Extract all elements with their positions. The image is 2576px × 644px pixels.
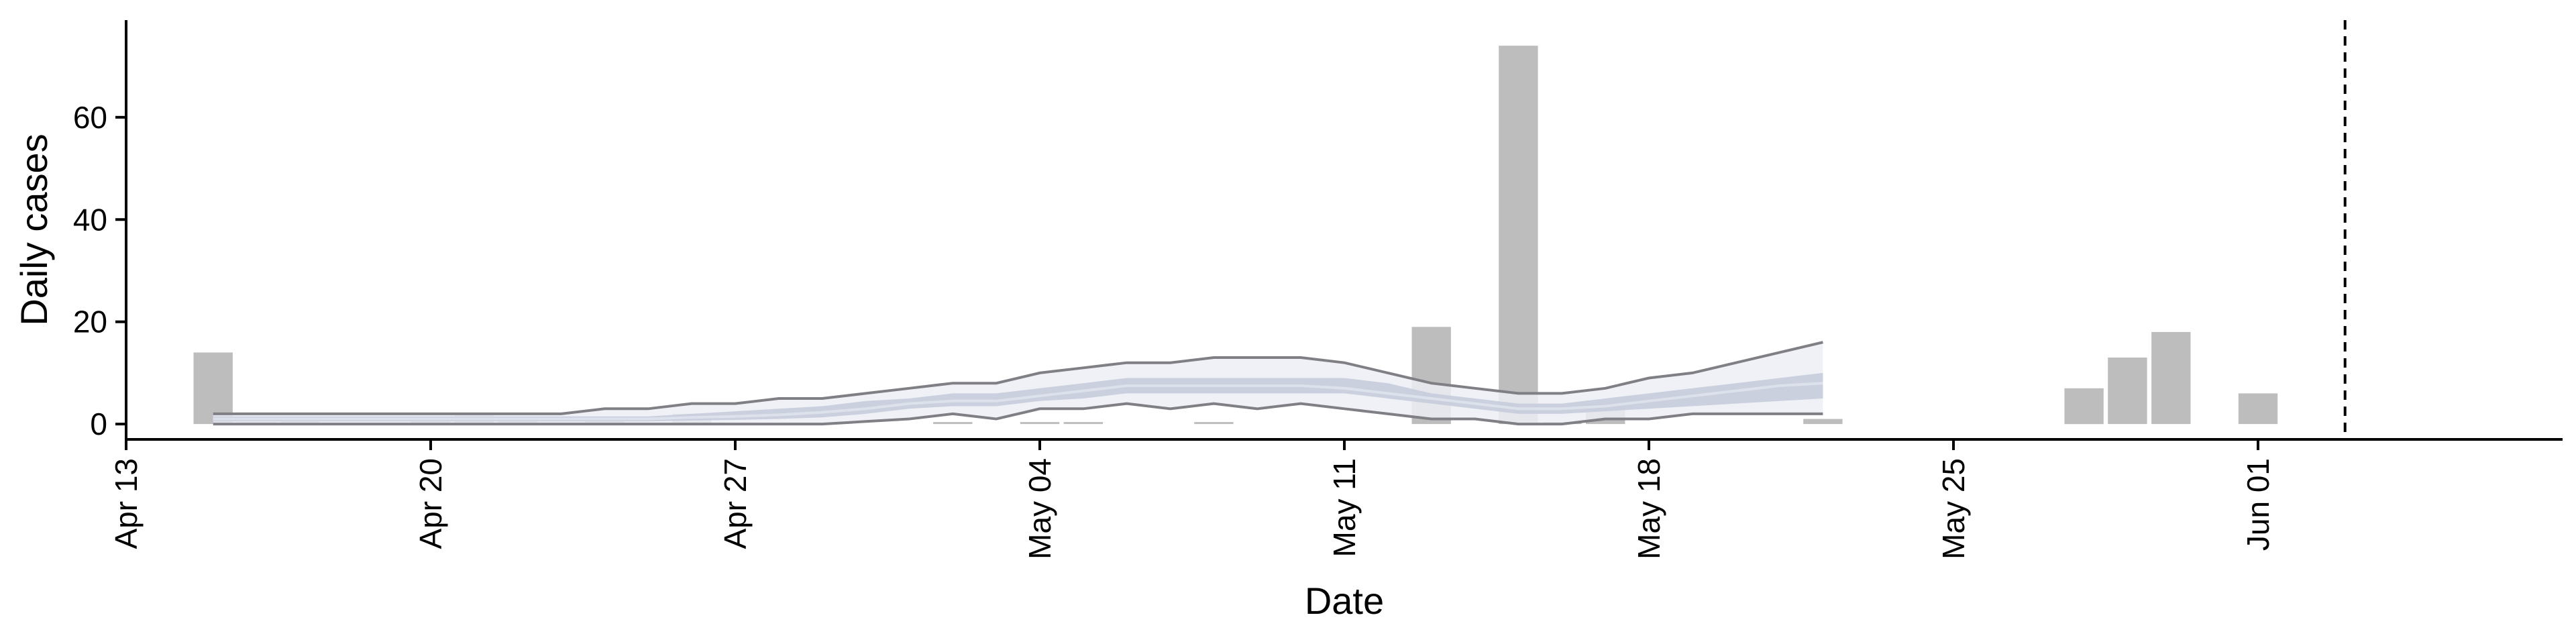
y-axis-ticks: 0 20 40 60 bbox=[73, 100, 126, 441]
x-tick-label: Apr 20 bbox=[413, 458, 448, 549]
case-bar bbox=[2238, 393, 2278, 425]
case-bar bbox=[193, 352, 233, 425]
x-tick-label: Jun 01 bbox=[2241, 458, 2275, 551]
y-tick-label: 60 bbox=[73, 100, 107, 135]
case-bar bbox=[2108, 358, 2147, 425]
case-bar bbox=[933, 422, 973, 425]
y-tick-label: 0 bbox=[90, 407, 107, 441]
x-tick-label: Apr 27 bbox=[718, 458, 753, 549]
upper-bound-line bbox=[213, 341, 1823, 415]
case-bar bbox=[2151, 331, 2191, 425]
case-bar bbox=[1194, 422, 1234, 425]
case-bar bbox=[1020, 422, 1060, 425]
y-axis-title: Daily cases bbox=[13, 133, 55, 325]
median-line bbox=[213, 382, 1823, 421]
x-tick-label: May 11 bbox=[1327, 458, 1362, 557]
x-tick-label: May 18 bbox=[1631, 458, 1666, 559]
case-bar bbox=[1063, 422, 1104, 425]
x-tick-label: May 25 bbox=[1936, 458, 1971, 559]
x-axis-ticks: Apr 13 Apr 20 Apr 27 May 04 May 11 May 18 May … bbox=[109, 439, 2275, 559]
y-tick-label: 40 bbox=[73, 202, 107, 237]
y-tick-label: 20 bbox=[73, 305, 107, 339]
case-bar bbox=[2064, 388, 2104, 425]
case-bar bbox=[1803, 419, 1843, 425]
forecast-band bbox=[213, 341, 1823, 426]
x-axis-title: Date bbox=[1305, 580, 1384, 622]
interval-90-area bbox=[213, 342, 1823, 425]
lower-bound-line bbox=[213, 402, 1823, 426]
x-tick-label: May 04 bbox=[1022, 458, 1057, 559]
x-tick-label: Apr 13 bbox=[109, 458, 144, 549]
case-bar bbox=[1499, 46, 1538, 425]
